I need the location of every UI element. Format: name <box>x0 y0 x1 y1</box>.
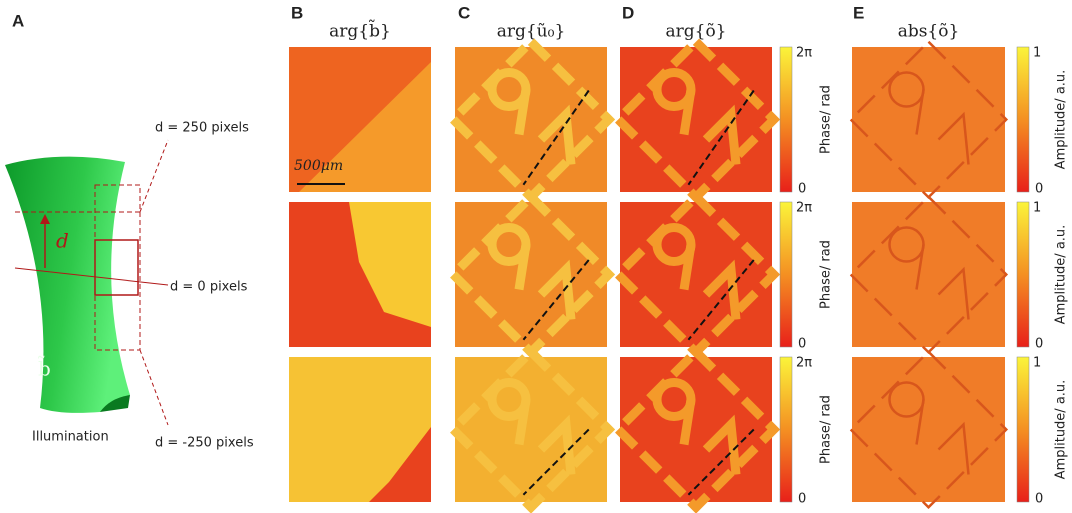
digit-stroke <box>679 398 741 475</box>
digit-stroke <box>915 399 970 475</box>
phase-region <box>369 427 431 502</box>
digit-stroke <box>514 398 576 475</box>
center-box <box>94 239 139 296</box>
colorbar-max: 1 <box>1033 201 1041 216</box>
panel-label: A <box>12 11 24 30</box>
image <box>455 202 607 347</box>
sheet-fold <box>100 395 130 412</box>
colorbar-max: 1 <box>1033 46 1041 61</box>
image <box>455 47 607 192</box>
panel-label: D <box>622 3 634 22</box>
colorbar-min: 0 <box>1035 337 1043 352</box>
panel-label: E <box>853 3 864 22</box>
offset-label: d = 0 pixels <box>170 280 248 295</box>
illumination-sheet <box>5 156 130 413</box>
phase-region <box>289 47 431 192</box>
colorbar-label: Phase/ rad <box>819 395 834 464</box>
colorbar-min: 0 <box>798 492 806 507</box>
guide-line <box>687 89 755 186</box>
image <box>620 47 772 192</box>
leader <box>139 139 169 213</box>
digit-stroke <box>915 89 970 165</box>
offset-label: d = 250 pixels <box>155 121 249 136</box>
guide-line <box>687 259 755 341</box>
illumination-label: Illumination <box>32 430 109 445</box>
column-title: arg{õ} <box>665 22 726 42</box>
colorbar-label: Phase/ rad <box>819 85 834 154</box>
frame-pattern <box>848 194 1009 355</box>
offset-label: d = -250 pixels <box>155 436 254 451</box>
colorbar <box>1016 46 1030 193</box>
guide-line <box>522 89 590 186</box>
digit-stroke <box>514 243 576 320</box>
image <box>852 47 1005 192</box>
colorbar-label: Amplitude/ a.u. <box>1054 380 1069 480</box>
colorbar-min: 0 <box>798 337 806 352</box>
colorbar <box>1016 356 1030 503</box>
colorbar-label: Amplitude/ a.u. <box>1054 70 1069 170</box>
column-title: abs{õ} <box>898 22 960 42</box>
d-symbol: d <box>56 229 69 253</box>
colorbar-label: Phase/ rad <box>819 240 834 309</box>
colorbar <box>779 201 793 348</box>
digit-stroke <box>915 244 970 320</box>
column-title: arg{b̃} <box>329 20 391 42</box>
image <box>852 357 1005 502</box>
guide-line <box>522 428 590 496</box>
colorbar-min: 0 <box>798 182 806 197</box>
frame-pattern <box>848 349 1009 510</box>
colorbar <box>779 46 793 193</box>
image <box>620 357 772 502</box>
colorbar-min: 0 <box>1035 492 1043 507</box>
panel-label: C <box>458 3 470 22</box>
colorbar <box>779 356 793 503</box>
digit-stroke <box>679 243 741 320</box>
colorbar <box>1016 201 1030 348</box>
guide-line <box>687 428 755 496</box>
colorbar-max: 2π <box>796 356 812 371</box>
arrow-head <box>40 214 50 224</box>
zero-line <box>14 267 169 286</box>
guide-line <box>522 259 590 341</box>
leader <box>139 349 169 426</box>
colorbar-max: 1 <box>1033 356 1041 371</box>
image <box>620 202 772 347</box>
colorbar-min: 0 <box>1035 182 1043 197</box>
scale-bar-label: 500μm <box>294 158 343 174</box>
b-symbol: b̃ <box>37 354 51 380</box>
image <box>455 357 607 502</box>
column-title: arg{ũ₀} <box>497 22 566 42</box>
image <box>852 202 1005 347</box>
colorbar-max: 2π <box>796 201 812 216</box>
digit-stroke <box>679 88 741 165</box>
phase-region <box>289 202 431 347</box>
colorbar-max: 2π <box>796 46 812 61</box>
colorbar-label: Amplitude/ a.u. <box>1054 225 1069 325</box>
frame-pattern <box>848 39 1009 200</box>
digit-stroke <box>514 88 576 165</box>
panel-label: B <box>291 3 303 22</box>
